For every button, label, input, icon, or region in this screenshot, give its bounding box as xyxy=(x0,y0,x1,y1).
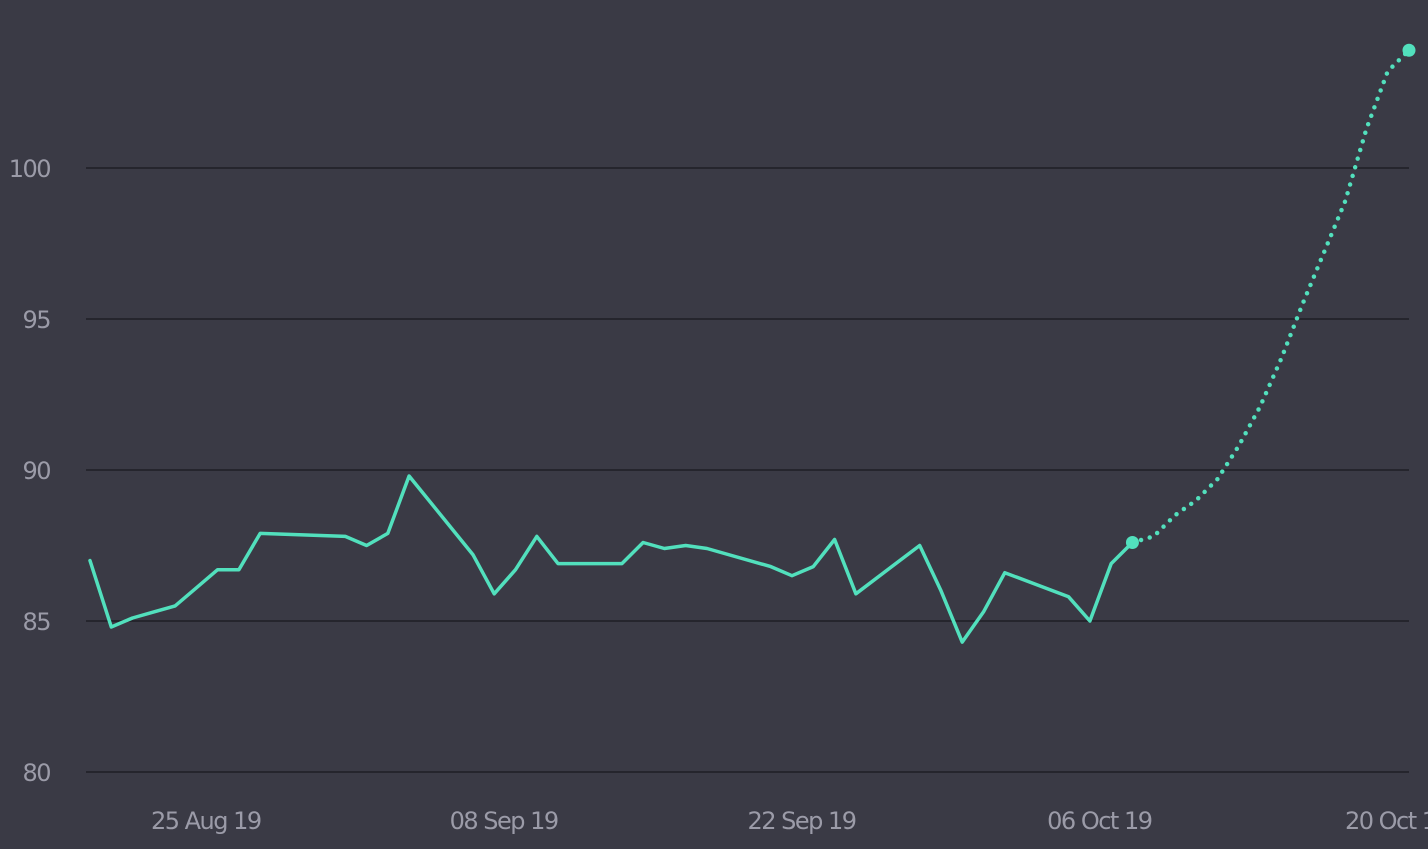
series-markers xyxy=(1125,43,1416,549)
x-tick-label: 25 Aug 19 xyxy=(151,807,261,835)
y-axis-labels: 80 85 90 95 100 xyxy=(9,155,52,787)
series-lines xyxy=(88,47,1412,644)
x-axis-labels: 25 Aug 19 08 Sep 19 22 Sep 19 06 Oct 19 20 O… xyxy=(151,807,1428,835)
forecast-line xyxy=(1130,47,1412,545)
x-tick-label: 22 Sep 19 xyxy=(747,807,855,835)
price-line xyxy=(88,474,1135,644)
last-actual-point xyxy=(1125,535,1139,549)
y-tick-label: 100 xyxy=(9,155,51,183)
y-tick-label: 80 xyxy=(22,759,50,787)
forecast-end-point xyxy=(1402,43,1416,57)
grid-lines xyxy=(86,167,1409,773)
y-tick-label: 85 xyxy=(22,608,50,636)
x-tick-label: 06 Oct 19 xyxy=(1047,807,1152,835)
x-tick-label: 08 Sep 19 xyxy=(450,807,558,835)
x-tick-label: 20 Oct 19 xyxy=(1345,807,1428,835)
y-tick-label: 95 xyxy=(22,306,50,334)
y-tick-label: 90 xyxy=(22,457,50,485)
